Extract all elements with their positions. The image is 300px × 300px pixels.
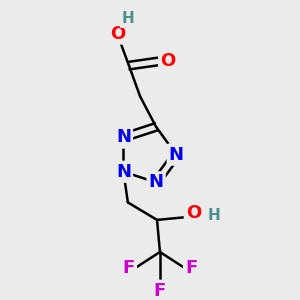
Text: F: F [185,259,197,277]
Text: N: N [116,128,131,146]
Text: H: H [208,208,220,223]
Text: O: O [160,52,176,70]
Text: N: N [169,146,184,164]
Text: N: N [116,163,131,181]
Text: N: N [148,173,164,191]
Text: F: F [123,259,135,277]
Text: F: F [154,282,166,300]
Text: O: O [186,204,201,222]
Text: H: H [121,11,134,26]
Text: O: O [110,25,125,43]
